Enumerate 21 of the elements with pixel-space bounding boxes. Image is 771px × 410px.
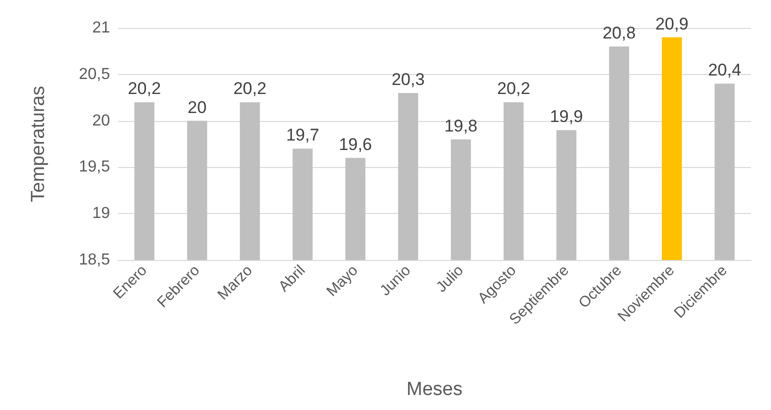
y-tick-label: 19 [92,205,110,222]
data-label: 19,7 [286,126,320,145]
data-label: 20 [188,98,207,117]
data-label: 20,2 [497,79,530,98]
data-label: 20,9 [655,14,688,34]
y-tick-label: 19,5 [78,158,110,176]
data-label: 20,4 [708,60,742,80]
data-label: 19,6 [338,134,372,154]
y-tick-label: 20 [92,112,110,130]
x-axis-title: Meses [406,379,462,400]
data-label: 20,2 [233,79,266,98]
y-tick-label: 18,5 [78,252,110,268]
data-label: 20,8 [602,24,636,43]
data-label: 20,2 [128,79,161,98]
y-tick-label: 20,5 [78,66,110,83]
y-axis-title: Temperaturas [28,86,49,202]
data-label: 19,9 [550,107,583,126]
data-label: 19,8 [444,116,478,136]
x-tick-label: Julio [433,262,467,296]
data-label: 20,3 [392,70,425,89]
y-tick-label: 21 [92,20,110,36]
